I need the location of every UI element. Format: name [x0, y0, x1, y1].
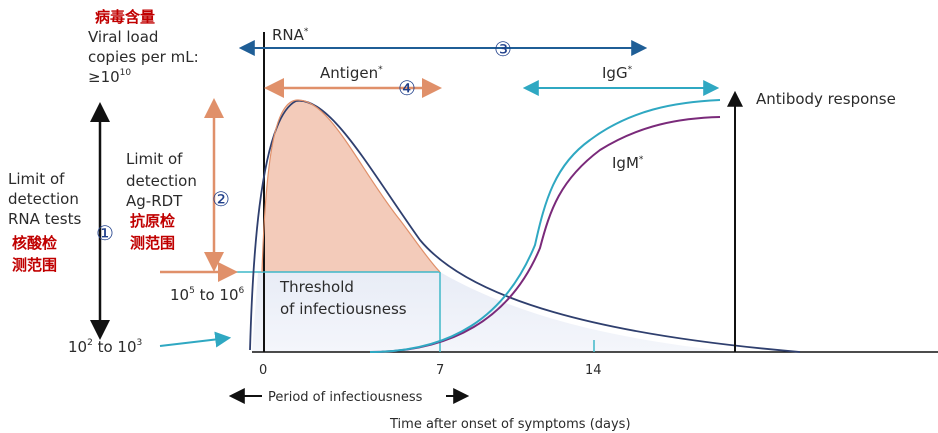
lod-rna-label-2: detection [8, 190, 79, 208]
rna-threshold-pointer [159, 331, 232, 348]
period-label-bg [262, 386, 446, 406]
viral-load-label-2: copies per mL: [88, 48, 199, 66]
igm-label: IgM* [612, 154, 644, 172]
rna-label: RNA* [272, 26, 309, 44]
circle-number-1: ① [96, 221, 114, 245]
x-tick-7: 7 [436, 363, 444, 378]
x-tick-14: 14 [585, 363, 602, 378]
viral-load-curve [249, 100, 801, 353]
circle-number-2: ② [212, 187, 230, 211]
lod-ag-label-1: Limit of [126, 150, 183, 168]
antibody-response-label: Antibody response [756, 90, 896, 108]
time-axis-label: Time after onset of symptoms (days) [389, 417, 631, 432]
igm-curve [369, 116, 721, 353]
lod-rna-label-3: RNA tests [8, 210, 81, 228]
ag-range-label: 105 to 106 [170, 286, 245, 304]
viral-load-label-3: ≥1010 [88, 68, 131, 86]
period-label: Period of infectiousness [268, 390, 423, 405]
viral-load-label-1: Viral load [88, 28, 158, 46]
lod-rna-label-1: Limit of [8, 170, 65, 188]
viral-load-cn-label: 病毒含量 [95, 8, 155, 26]
lod-ag-label-3: Ag-RDT [126, 192, 183, 210]
circle-number-3: ③ [494, 37, 512, 61]
x-tick-0: 0 [259, 363, 267, 378]
lod-ag-label-2: detection [126, 172, 197, 190]
antigen-curve [261, 99, 441, 273]
igg-curve [369, 99, 721, 353]
circle-number-4: ④ [398, 76, 416, 100]
antigen-label: Antigen* [320, 64, 383, 82]
rna-range-label: 102 to 103 [68, 338, 142, 356]
lod-rna-cn-1: 核酸检 [12, 234, 57, 252]
igg-label: IgG* [602, 64, 633, 82]
threshold-label-2: of infectiousness [280, 300, 407, 318]
lod-rna-cn-2: 测范围 [12, 256, 57, 274]
threshold-label-1: Threshold [279, 278, 354, 296]
lod-ag-cn-2: 测范围 [130, 234, 175, 252]
lod-ag-cn-1: 抗原检 [130, 212, 175, 230]
antigen-area [262, 100, 440, 272]
